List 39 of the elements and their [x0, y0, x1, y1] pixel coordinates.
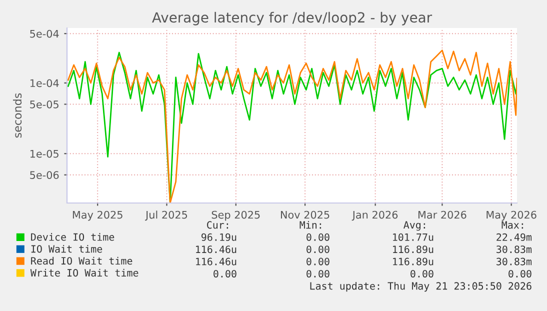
text: Last update: Thu May 21 23:05:50 2026 [310, 282, 532, 292]
legend-label: Write IO Wait time [30, 268, 138, 277]
text: 101.77u [393, 233, 434, 241]
x-tick-label: Sep 2025 [212, 210, 260, 221]
x-tick-label: Jul 2025 [145, 210, 188, 221]
text: 22.49m [496, 233, 532, 241]
x-tick-label: Nov 2025 [280, 210, 330, 219]
text: 0.00 [306, 246, 330, 254]
text: 30.83m [496, 246, 532, 254]
y-axis-title: seconds [13, 93, 22, 138]
text: Avg: [404, 221, 426, 231]
text: Cur: [207, 221, 228, 229]
x-tick-label: May 2026 [486, 210, 536, 221]
text: 116.46u [196, 258, 236, 266]
y-tick-label: 5e-04 [30, 30, 59, 38]
legend-label: Device IO time [31, 233, 114, 241]
text: Max: [502, 221, 524, 229]
text: 96.19u [202, 233, 236, 241]
text: 0.00 [508, 270, 532, 278]
x-tick-label: Jan 2026 [352, 210, 398, 221]
legend-label: Read IO Wait time [31, 256, 132, 265]
text: 0.00 [306, 258, 330, 266]
x-tick-label: Mar 2026 [418, 210, 466, 219]
text: 30.83m [496, 258, 532, 266]
chart-title: Average latency for /dev/loop2 - by year [152, 12, 432, 26]
text: Min: [300, 220, 322, 229]
y-tick-label: 5e-06 [30, 171, 59, 179]
x-tick-label: May 2025 [72, 210, 122, 221]
text: 116.89u [393, 246, 434, 254]
text: 0.00 [214, 270, 236, 278]
text: 0.00 [410, 270, 434, 278]
y-tick-label: 5e-05 [30, 100, 58, 108]
text: 0.00 [306, 233, 330, 241]
text: 0.00 [306, 270, 330, 278]
y-tick-label: 1e-05 [30, 150, 58, 158]
y-tick-label: 1e-04 [30, 79, 59, 88]
text: 116.46u [196, 246, 236, 254]
legend-label: IO Wait time [31, 244, 102, 253]
text: 116.89u [393, 258, 434, 266]
